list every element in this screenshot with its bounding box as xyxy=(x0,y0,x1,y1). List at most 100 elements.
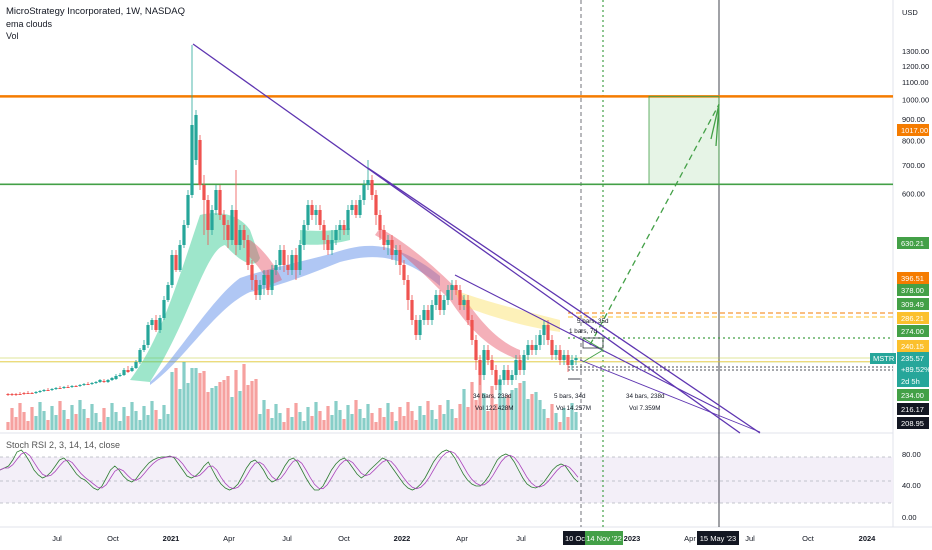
price-badge xyxy=(897,352,929,364)
time-tick-label: 2023 xyxy=(624,534,641,543)
candle-body xyxy=(362,185,366,200)
volume-bar xyxy=(238,391,242,430)
time-tick-label: Oct xyxy=(338,534,351,543)
candle-body xyxy=(90,383,94,384)
candle-body xyxy=(298,245,302,270)
candle-body xyxy=(430,305,434,320)
volume-bar xyxy=(126,416,130,430)
candle-body xyxy=(550,340,554,355)
volume-bar xyxy=(510,390,514,430)
volume-bar xyxy=(358,409,362,430)
volume-bar xyxy=(406,402,410,430)
measure-annotation: 34 bars, 238d xyxy=(626,393,665,400)
volume-bar xyxy=(74,414,78,430)
candle-body xyxy=(294,255,298,270)
volume-bar xyxy=(422,415,426,430)
candle-body xyxy=(542,325,546,335)
candle-body xyxy=(310,205,314,215)
volume-bar xyxy=(94,413,98,430)
volume-bar xyxy=(242,364,246,430)
candle-body xyxy=(14,394,18,395)
candle-body xyxy=(106,380,110,382)
indicator-ema-clouds[interactable]: ema clouds xyxy=(6,19,53,29)
price-badge-label: 309.49 xyxy=(901,300,924,309)
candle-body xyxy=(234,210,238,245)
candle-body xyxy=(158,318,162,330)
volume-bar xyxy=(66,419,70,430)
volume-bar xyxy=(478,375,482,430)
volume-bar xyxy=(302,421,306,430)
candle-body xyxy=(482,350,486,375)
indicator-stoch-rsi[interactable]: Stoch RSI 2, 3, 14, 14, close xyxy=(6,440,121,450)
price-tick-label: 1100.00 xyxy=(902,78,929,87)
volume-bar xyxy=(386,403,390,430)
volume-bar xyxy=(294,403,298,430)
candle-body xyxy=(530,345,534,350)
ema-cloud-fast-rise xyxy=(130,213,260,382)
volume-bar xyxy=(430,410,434,430)
stoch-band xyxy=(0,457,893,503)
candle-body xyxy=(358,200,362,215)
volume-bar xyxy=(166,414,170,430)
measure-annotation: 5 bars, 35d xyxy=(577,318,609,325)
time-tick-label: Apr xyxy=(456,534,468,543)
volume-bar xyxy=(378,408,382,430)
volume-bar xyxy=(554,413,558,430)
candle-body xyxy=(222,215,226,225)
volume-bar xyxy=(46,420,50,430)
volume-bar xyxy=(38,402,42,430)
volume-bar xyxy=(226,376,230,430)
volume-bar xyxy=(398,407,402,430)
volume-bar xyxy=(258,414,262,430)
candle-body xyxy=(338,225,342,230)
volume-bar xyxy=(134,411,138,430)
candle-body xyxy=(34,392,38,393)
price-tick-label: 600.00 xyxy=(902,189,925,198)
candle-body xyxy=(146,325,150,345)
price-badge-label: 240.15 xyxy=(901,342,924,351)
volume-group xyxy=(6,362,578,430)
candle-body xyxy=(558,350,562,360)
candle-body xyxy=(326,240,330,250)
volume-bar xyxy=(346,405,350,430)
volume-bar xyxy=(210,388,214,430)
candle-body xyxy=(38,391,42,392)
volume-bar xyxy=(390,412,394,430)
candle-body xyxy=(118,375,122,376)
volume-bar xyxy=(514,388,518,430)
candle-body xyxy=(246,240,250,265)
date-badge-label: 10 Oct xyxy=(565,534,588,543)
candle-body xyxy=(418,320,422,335)
volume-bar xyxy=(334,401,338,430)
ticker-badge xyxy=(870,353,896,364)
candle-body xyxy=(290,255,294,270)
volume-bar xyxy=(50,406,54,430)
volume-bar xyxy=(534,392,538,430)
price-badge-label: +89.52% xyxy=(901,365,931,374)
price-badge-label: 378.00 xyxy=(901,286,924,295)
candle-body xyxy=(30,393,34,394)
time-tick-label: Jul xyxy=(282,534,292,543)
candle-body xyxy=(122,370,126,375)
candle-body xyxy=(242,230,246,240)
candle-body xyxy=(130,368,134,371)
candle-body xyxy=(346,210,350,230)
candle-body xyxy=(450,285,454,290)
indicator-volume[interactable]: Vol xyxy=(6,31,19,41)
volume-bar xyxy=(282,422,286,430)
volume-bar xyxy=(526,399,530,430)
volume-bar xyxy=(178,389,182,430)
candle-body xyxy=(226,225,230,240)
candle-body xyxy=(414,320,418,335)
candle-body xyxy=(214,190,218,210)
volume-bar xyxy=(370,413,374,430)
candle-body xyxy=(402,265,406,280)
candle-body xyxy=(22,393,26,394)
candle-body xyxy=(66,387,70,388)
measure-annotation: 5 bars, 34d xyxy=(554,393,586,400)
candle-body xyxy=(554,350,558,355)
ema-cloud-slow xyxy=(150,245,440,385)
candle-body xyxy=(546,325,550,340)
price-badge xyxy=(897,312,929,324)
